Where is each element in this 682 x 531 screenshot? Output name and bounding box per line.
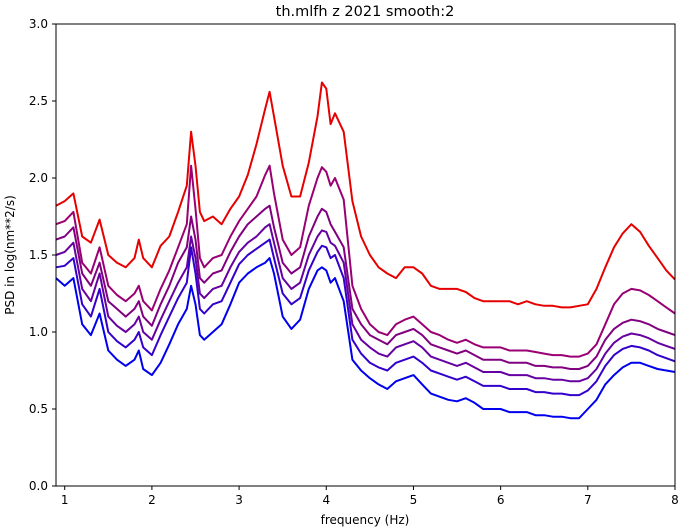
chart-title: th.mlfh z 2021 smooth:2	[276, 4, 455, 20]
y-axis: 0.0 0.5 1.0 1.5 2.0 2.5 3.0	[29, 17, 56, 493]
y-tick-label: 0.0	[29, 479, 48, 493]
y-axis-title: PSD in log(nm**2/s)	[3, 195, 17, 315]
series-group	[55, 81, 676, 420]
series-line-3	[55, 204, 676, 370]
series-line-4	[55, 223, 676, 383]
y-tick-label: 1.0	[29, 325, 48, 339]
y-tick-label: 2.0	[29, 171, 48, 185]
y-tick-label: 1.5	[29, 248, 48, 262]
plot-frame	[55, 23, 676, 487]
x-tick-label: 7	[584, 493, 592, 507]
x-axis-title: frequency (Hz)	[321, 513, 410, 527]
x-tick-label: 6	[497, 493, 505, 507]
x-tick-label: 5	[410, 493, 418, 507]
x-tick-label: 8	[671, 493, 679, 507]
x-axis: 1 2 3 4 5 6 7 8	[61, 486, 679, 507]
x-tick-label: 2	[148, 493, 156, 507]
x-tick-label: 3	[235, 493, 243, 507]
x-tick-label: 1	[61, 493, 69, 507]
series-line-2	[55, 164, 676, 358]
y-tick-label: 0.5	[29, 402, 48, 416]
y-tick-label: 2.5	[29, 94, 48, 108]
y-tick-label: 3.0	[29, 17, 48, 31]
x-tick-label: 4	[322, 493, 330, 507]
series-line-5	[55, 238, 676, 397]
series-line-1	[55, 81, 676, 309]
series-line-6	[55, 257, 676, 420]
